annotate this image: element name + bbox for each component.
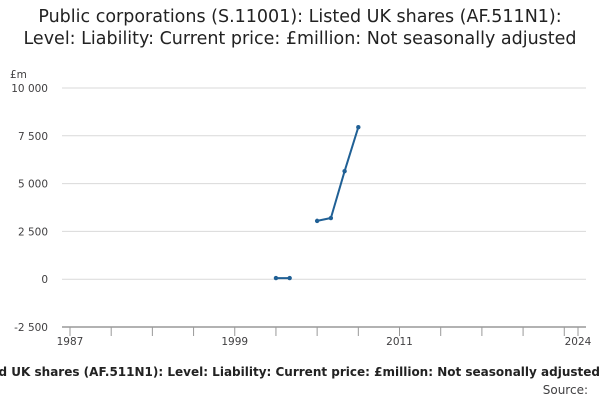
data-point (273, 275, 279, 281)
x-axis-ticks (69, 327, 579, 336)
data-point (314, 218, 320, 224)
y-tick-label: 7 500 (18, 131, 48, 143)
chart-title: Public corporations (S.11001): Listed UK… (23, 7, 577, 49)
x-tick-label: 2011 (386, 336, 413, 348)
x-tick-label: 2024 (565, 336, 592, 348)
y-tick-label: 0 (41, 274, 48, 286)
y-tick-label: 10 000 (11, 83, 48, 95)
data-point (287, 275, 292, 281)
y-tick-label: -2 500 (14, 322, 48, 334)
y-axis-tick-labels: 10 000 7 500 5 000 2 500 0 -2 500 (11, 83, 48, 334)
data-point (342, 168, 347, 174)
series-lines (273, 124, 361, 281)
x-axis-tick-labels: 1987 1999 2011 2024 (57, 336, 592, 348)
y-axis-unit-label: £m (10, 69, 27, 81)
y-tick-label: 5 000 (18, 179, 48, 191)
gridlines (62, 87, 586, 328)
x-tick-label: 1987 (57, 336, 84, 348)
data-point (328, 215, 334, 221)
data-point (356, 124, 361, 130)
series-line (316, 126, 360, 222)
y-tick-label: 2 500 (18, 226, 48, 238)
source-label: Source: (542, 383, 588, 397)
legend-series-name: Public corporations (S.11001): Listed UK… (0, 365, 600, 379)
x-tick-label: 1999 (221, 336, 248, 348)
